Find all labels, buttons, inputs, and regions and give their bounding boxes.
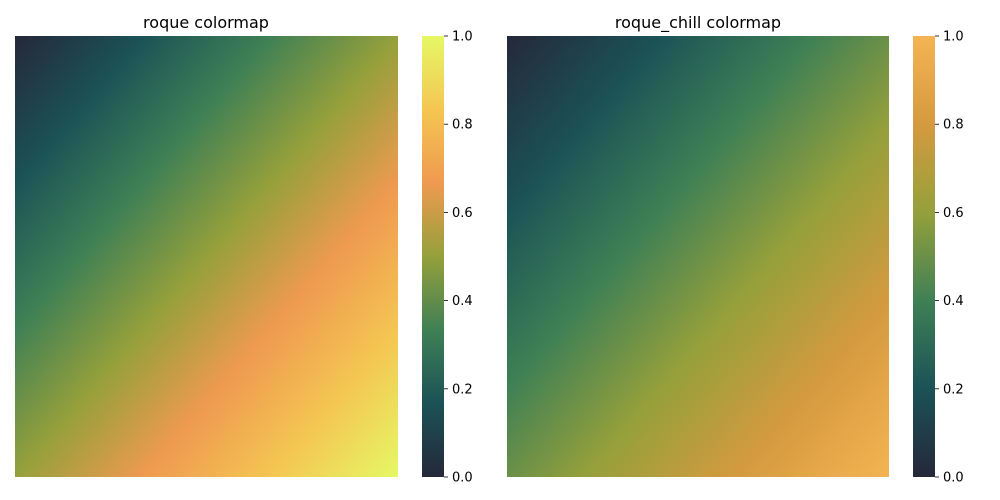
colorbar-tick-label: 0.8 xyxy=(452,118,473,133)
colorbar-tick-label: 0.0 xyxy=(943,471,964,486)
colorbar-tick-label: 0.4 xyxy=(943,294,964,309)
heatmap-image xyxy=(15,36,398,477)
colorbar-tick-label: 0.6 xyxy=(943,206,964,221)
colorbar-tick-label: 1.0 xyxy=(452,30,473,45)
heatmap-image xyxy=(507,36,889,477)
colorbar-tick-label: 0.6 xyxy=(452,206,473,221)
colorbar-tick-label: 0.0 xyxy=(452,471,473,486)
colorbar-tick-label: 0.4 xyxy=(452,294,473,309)
colorbar xyxy=(913,36,935,477)
heatmap-panel-roque: roque colormap 0.0 0.2 0.4 0.6 0.8 1.0 xyxy=(15,13,473,486)
colorbar-tick-label: 0.2 xyxy=(943,382,964,397)
colorbar-tick-label: 0.8 xyxy=(943,118,964,133)
colorbar-ticks: 0.0 0.2 0.4 0.6 0.8 1.0 xyxy=(444,30,473,486)
colorbar xyxy=(422,36,444,477)
colorbar-tick-label: 0.2 xyxy=(452,382,473,397)
chart-title: roque colormap xyxy=(143,13,269,32)
chart-title: roque_chill colormap xyxy=(615,13,781,33)
colorbar-tick-label: 1.0 xyxy=(943,30,964,45)
colorbar-ticks: 0.0 0.2 0.4 0.6 0.8 1.0 xyxy=(935,30,964,486)
heatmap-panel-roque-chill: roque_chill colormap 0.0 0.2 0.4 0.6 0.8 1.0 xyxy=(507,13,964,486)
